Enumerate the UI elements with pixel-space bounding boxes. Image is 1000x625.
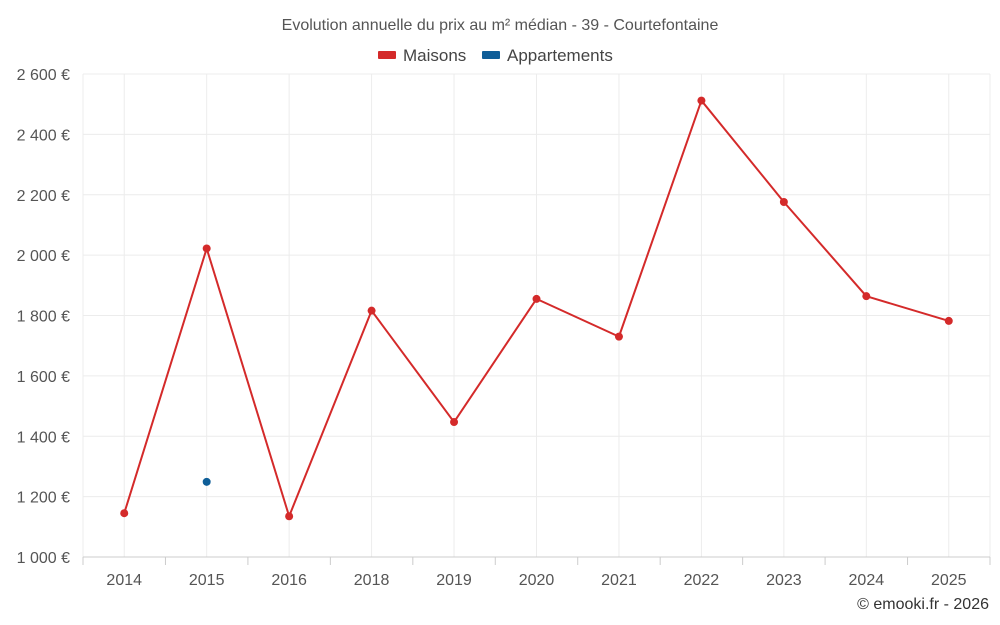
data-point-maisons[interactable] (450, 418, 459, 427)
data-point-maisons[interactable] (779, 197, 788, 206)
y-tick-label: 2 400 € (17, 127, 70, 144)
y-tick-label: 2 600 € (17, 67, 70, 84)
y-tick-label: 1 400 € (17, 429, 70, 446)
x-axis: 2014 2015 2016 2018 2019 2020 2021 2022 2023 2024… (82, 556, 991, 589)
data-point-maisons[interactable] (697, 96, 706, 105)
legend-swatch-appartements (482, 51, 500, 59)
credit-text: © emooki.fr - 2026 (857, 596, 989, 613)
x-tick-label: 2015 (189, 572, 225, 589)
chart-title: Evolution annuelle du prix au m² médian … (282, 17, 719, 34)
y-tick-label: 2 200 € (17, 188, 70, 205)
y-tick-label: 1 200 € (17, 490, 70, 507)
y-tick-label: 1 800 € (17, 309, 70, 326)
legend-swatch-maisons (378, 51, 396, 59)
x-tick-label: 2024 (849, 572, 885, 589)
data-point-maisons[interactable] (944, 316, 953, 325)
x-tick-label: 2023 (766, 572, 802, 589)
x-tick-label: 2014 (106, 572, 142, 589)
y-axis: 1 000 € 1 200 € 1 400 € 1 600 € 1 800 € 2 000… (17, 67, 70, 567)
grid (82, 73, 991, 557)
x-tick-label: 2019 (436, 572, 472, 589)
data-point-maisons[interactable] (862, 292, 871, 301)
x-tick-label: 2020 (519, 572, 555, 589)
data-point-maisons[interactable] (202, 244, 211, 253)
legend-label-appartements[interactable]: Appartements (507, 46, 613, 65)
data-point-maisons[interactable] (614, 332, 623, 341)
data-point-maisons[interactable] (285, 512, 294, 521)
data-point-maisons[interactable] (367, 306, 376, 315)
y-tick-label: 2 000 € (17, 248, 70, 265)
x-tick-label: 2022 (684, 572, 720, 589)
y-tick-label: 1 000 € (17, 550, 70, 567)
x-tick-label: 2016 (271, 572, 307, 589)
y-tick-label: 1 600 € (17, 369, 70, 386)
x-tick-label: 2021 (601, 572, 637, 589)
x-tick-label: 2025 (931, 572, 967, 589)
legend: Maisons Appartements (378, 46, 613, 65)
data-point-maisons[interactable] (532, 294, 541, 303)
data-point-appartements[interactable] (202, 477, 211, 486)
data-point-maisons[interactable] (120, 509, 129, 518)
legend-label-maisons[interactable]: Maisons (403, 46, 466, 65)
x-tick-label: 2018 (354, 572, 390, 589)
series-layer (120, 96, 953, 521)
